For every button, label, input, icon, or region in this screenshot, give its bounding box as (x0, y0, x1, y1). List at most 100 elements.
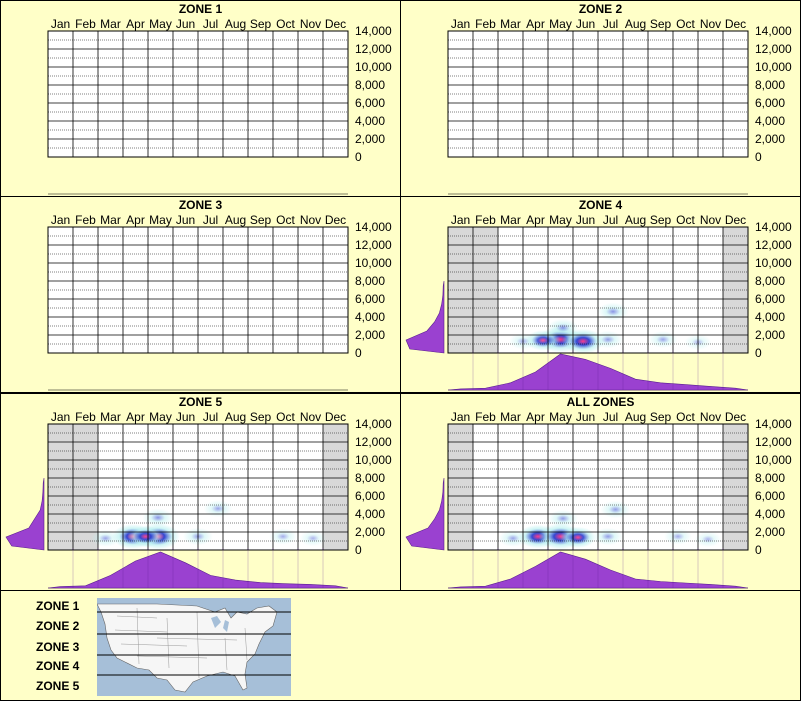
y-tick-label: 14,000 (755, 417, 792, 431)
month-label: Sep (650, 17, 672, 31)
heat-blob (548, 509, 578, 528)
y-tick-label: 4,000 (355, 507, 385, 521)
month-label: Oct (676, 17, 695, 31)
month-label: Feb (475, 410, 496, 424)
month-label: Oct (676, 213, 695, 227)
chart-svg: Jan Feb Mar Apr May Jun Jul Aug Sep Oct Nov Dec 0 2,0… (405, 213, 792, 391)
y-tick-label: 2,000 (755, 132, 785, 146)
elevation-profile (405, 477, 445, 551)
heat-blob (593, 527, 623, 546)
y-tick-label: 8,000 (355, 471, 385, 485)
y-tick-label: 0 (355, 150, 362, 164)
month-label: Feb (475, 213, 496, 227)
month-label: Dec (725, 213, 746, 227)
y-tick-label: 10,000 (355, 453, 392, 467)
zone-map (97, 598, 291, 696)
y-tick-label: 14,000 (355, 220, 392, 234)
month-label: Jun (176, 17, 195, 31)
legend-zone-4-label: ZONE 4 (36, 659, 80, 673)
y-tick-label: 4,000 (755, 507, 785, 521)
month-label: Jun (576, 213, 595, 227)
month-label: Sep (250, 17, 272, 31)
y-tick-label: 0 (755, 150, 762, 164)
month-label: Jun (576, 410, 595, 424)
legend-zone-2-label: ZONE 2 (36, 619, 80, 633)
month-label: Aug (625, 213, 646, 227)
month-label: Apr (526, 213, 545, 227)
heat-blob (593, 330, 623, 349)
month-label: Nov (700, 17, 721, 31)
legend-zone-5-label: ZONE 5 (36, 679, 80, 693)
heat-blob (560, 526, 596, 548)
y-tick-label: 6,000 (355, 292, 385, 306)
y-tick-label: 6,000 (755, 292, 785, 306)
month-label: Feb (75, 213, 96, 227)
month-label: Mar (500, 213, 521, 227)
y-tick-label: 8,000 (755, 78, 785, 92)
month-label: Aug (225, 410, 246, 424)
month-label: Apr (126, 17, 145, 31)
month-label: Dec (725, 17, 746, 31)
month-label: Jun (576, 17, 595, 31)
month-label: Aug (225, 17, 246, 31)
month-label: May (149, 410, 172, 424)
chart-title: ZONE 5 (178, 395, 223, 409)
chart-title: ZONE 4 (578, 198, 623, 212)
chart-svg: Jan Feb Mar Apr May Jun Jul Aug Sep Oct Nov Dec 0 2,0… (47, 213, 392, 391)
month-label: Feb (75, 17, 96, 31)
y-tick-label: 14,000 (355, 24, 392, 38)
elevation-profile (405, 280, 445, 354)
map-land (97, 603, 278, 693)
y-tick-label: 12,000 (755, 238, 792, 252)
y-tick-label: 8,000 (755, 471, 785, 485)
y-tick-label: 8,000 (355, 78, 385, 92)
y-tick-label: 10,000 (755, 453, 792, 467)
inactive-month-shade (723, 227, 748, 353)
month-label: Apr (526, 410, 545, 424)
y-tick-label: 10,000 (355, 256, 392, 270)
month-label: Oct (276, 410, 295, 424)
chart-title: ZONE 3 (178, 198, 223, 212)
month-label: May (549, 213, 572, 227)
y-tick-label: 14,000 (355, 417, 392, 431)
y-tick-label: 10,000 (755, 256, 792, 270)
y-tick-label: 2,000 (755, 328, 785, 342)
inactive-month-shade (73, 424, 98, 550)
month-label: Jul (203, 410, 218, 424)
y-tick-label: 0 (355, 543, 362, 557)
heat-blob (597, 302, 629, 321)
month-label: Mar (500, 17, 521, 31)
month-label: Jan (51, 213, 70, 227)
month-label: May (149, 213, 172, 227)
y-tick-label: 12,000 (755, 42, 792, 56)
month-label: Dec (725, 410, 746, 424)
heat-blob (600, 500, 631, 519)
month-label: Jan (51, 410, 70, 424)
month-label: Dec (325, 410, 346, 424)
month-label: Dec (325, 213, 346, 227)
month-label: Jun (176, 213, 195, 227)
month-label: Jun (176, 410, 195, 424)
heat-blob (142, 508, 174, 527)
y-tick-label: 6,000 (755, 489, 785, 503)
plot-border (47, 30, 349, 158)
month-label: Aug (625, 17, 646, 31)
month-label: Oct (676, 410, 695, 424)
month-label: Sep (250, 410, 272, 424)
month-label: Nov (300, 213, 321, 227)
month-label: Sep (250, 213, 272, 227)
month-label: Jul (603, 410, 618, 424)
y-tick-label: 12,000 (355, 42, 392, 56)
month-label: Apr (526, 17, 545, 31)
y-tick-label: 0 (355, 346, 362, 360)
chart-panel-5: ZONE 5 Jan Feb Mar Apr May Jun Jul Aug Sep Oct Nov D… (0, 393, 401, 591)
plot-border (47, 226, 349, 354)
heat-blob (269, 528, 297, 545)
chart-panel-6: ALL ZONES Jan Feb Mar Apr May Jun Jul Aug Sep Oct N… (400, 393, 801, 591)
chart-svg: Jan Feb Mar Apr May Jun Jul Aug Sep Oct Nov Dec 0 2,0… (47, 17, 392, 195)
y-tick-label: 8,000 (755, 274, 785, 288)
month-label: Sep (650, 213, 672, 227)
heat-blob (664, 528, 692, 545)
month-label: Nov (700, 410, 721, 424)
month-label: Jul (203, 17, 218, 31)
